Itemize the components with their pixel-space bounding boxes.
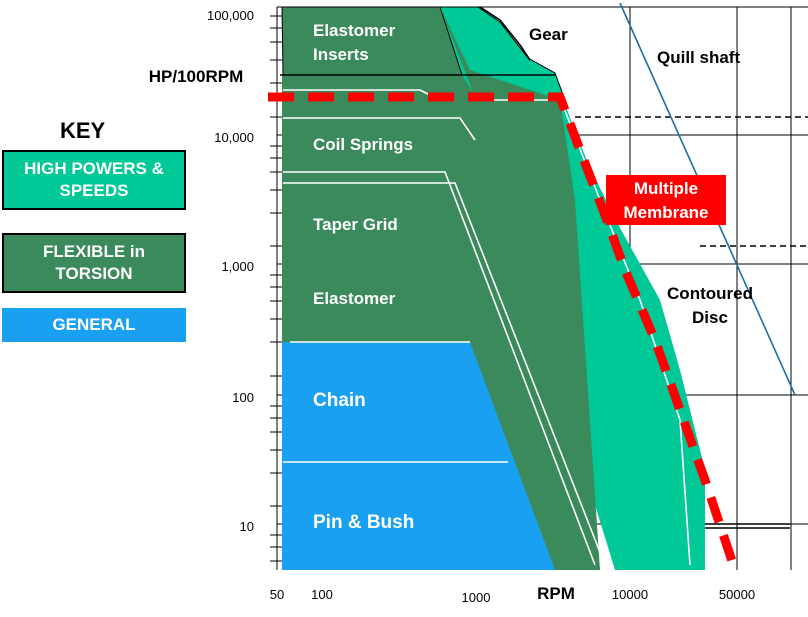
y-axis-unit: HP/100RPM (149, 67, 243, 86)
label-multiple-membrane-1: Multiple (634, 179, 698, 198)
label-elastomer-inserts-1: Elastomer (313, 21, 396, 40)
label-contoured-disc-2: Disc (692, 308, 728, 327)
x-tick-50: 50 (270, 587, 284, 602)
black-outlines (280, 6, 808, 529)
label-elastomer-inserts-2: Inserts (313, 45, 369, 64)
label-pin-bush: Pin & Bush (313, 512, 414, 533)
y-tick-100: 100 (232, 390, 254, 405)
region-taper-grid-strip (440, 7, 600, 570)
y-tick-1000: 1,000 (221, 259, 254, 274)
x-tick-100: 100 (311, 587, 333, 602)
label-quill-shaft: Quill shaft (657, 48, 740, 67)
label-multiple-membrane-2: Membrane (623, 203, 708, 222)
x-tick-10000: 10000 (612, 587, 648, 602)
x-tick-1000: 1000 (462, 590, 491, 605)
key-title: KEY (60, 118, 106, 143)
key-high-powers-speeds: HIGH POWERS & SPEEDS (2, 150, 186, 210)
region-general (282, 342, 555, 570)
x-axis-unit: RPM (537, 584, 575, 603)
x-tick-50000: 50000 (719, 587, 755, 602)
key-flexible-in-torsion: FLEXIBLE in TORSION (2, 233, 186, 293)
minor-ticks (270, 15, 282, 562)
label-gear: Gear (529, 25, 568, 44)
y-tick-10000: 10,000 (214, 130, 254, 145)
multiple-membrane-box (606, 175, 726, 225)
label-elastomer: Elastomer (313, 289, 396, 308)
label-chain: Chain (313, 390, 366, 411)
label-taper-grid: Taper Grid (313, 215, 398, 234)
label-coil-springs: Coil Springs (313, 135, 413, 154)
y-tick-100000: 100,000 (207, 8, 254, 23)
key-general: GENERAL (2, 308, 186, 342)
region-elastomer-inserts (281, 6, 463, 76)
label-contoured-disc-1: Contoured (667, 284, 753, 303)
y-tick-10: 10 (240, 519, 254, 534)
